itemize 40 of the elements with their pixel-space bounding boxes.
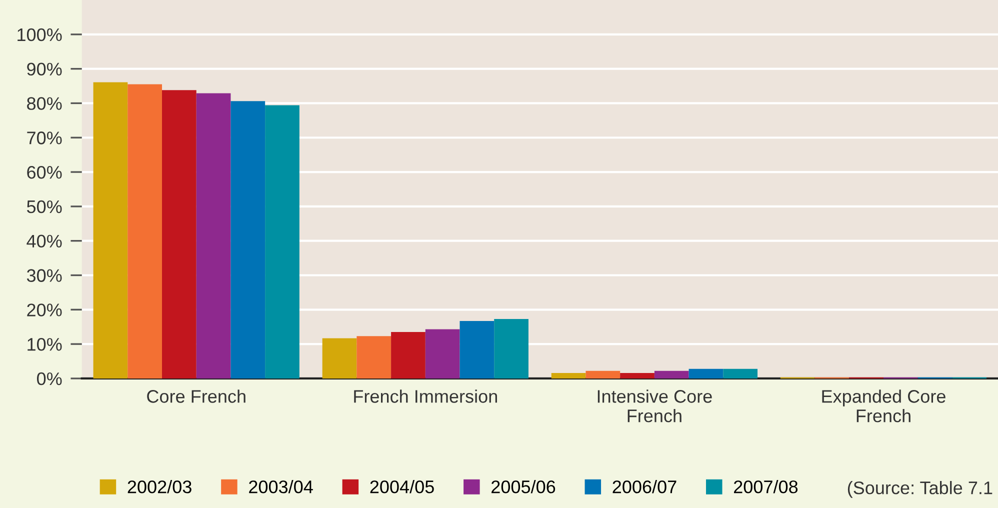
bar	[391, 332, 426, 378]
legend-label: 2005/06	[492, 480, 556, 494]
bar	[162, 90, 196, 378]
y-tick-label: 60%	[27, 166, 62, 179]
bar	[93, 82, 128, 378]
legend-label: 2002/03	[128, 480, 192, 494]
y-tick-label: 80%	[27, 97, 62, 110]
bar	[196, 93, 231, 378]
legend-label: 2007/08	[734, 480, 798, 494]
legend-label: 2006/07	[612, 480, 676, 494]
y-tick-label: 50%	[26, 200, 62, 214]
x-tick-label: French Immersion	[354, 390, 497, 403]
text: (Source: Table 7.1	[848, 481, 992, 498]
bar	[322, 338, 357, 378]
bar	[723, 368, 758, 378]
y-tick-label: 10%	[28, 338, 62, 351]
bar	[128, 84, 162, 378]
bar	[265, 105, 300, 378]
bar	[425, 329, 460, 378]
y-tick-label: 40%	[26, 234, 62, 248]
y-tick-label: 100%	[18, 28, 62, 42]
y-tick-label: 30%	[26, 269, 62, 282]
bar	[551, 372, 586, 378]
y-tick-label: 90%	[27, 62, 62, 76]
legend-label: 2004/05	[370, 480, 434, 494]
x-tick-label: Intensive Core French	[598, 390, 712, 422]
bar	[230, 101, 266, 378]
bar	[620, 372, 654, 378]
y-tick-label: 70%	[27, 132, 62, 144]
y-tick-label: 20%	[27, 304, 62, 316]
bar	[688, 368, 724, 378]
x-tick-label: Core French	[147, 390, 246, 403]
legend-label: 2003/04	[249, 480, 313, 494]
bar	[494, 318, 528, 378]
y-tick-label: 0%	[37, 372, 62, 386]
bar	[654, 370, 689, 378]
bar	[586, 370, 620, 378]
bar	[356, 336, 392, 378]
x-tick-label: Expanded Core French	[822, 390, 946, 422]
bar	[460, 321, 494, 378]
